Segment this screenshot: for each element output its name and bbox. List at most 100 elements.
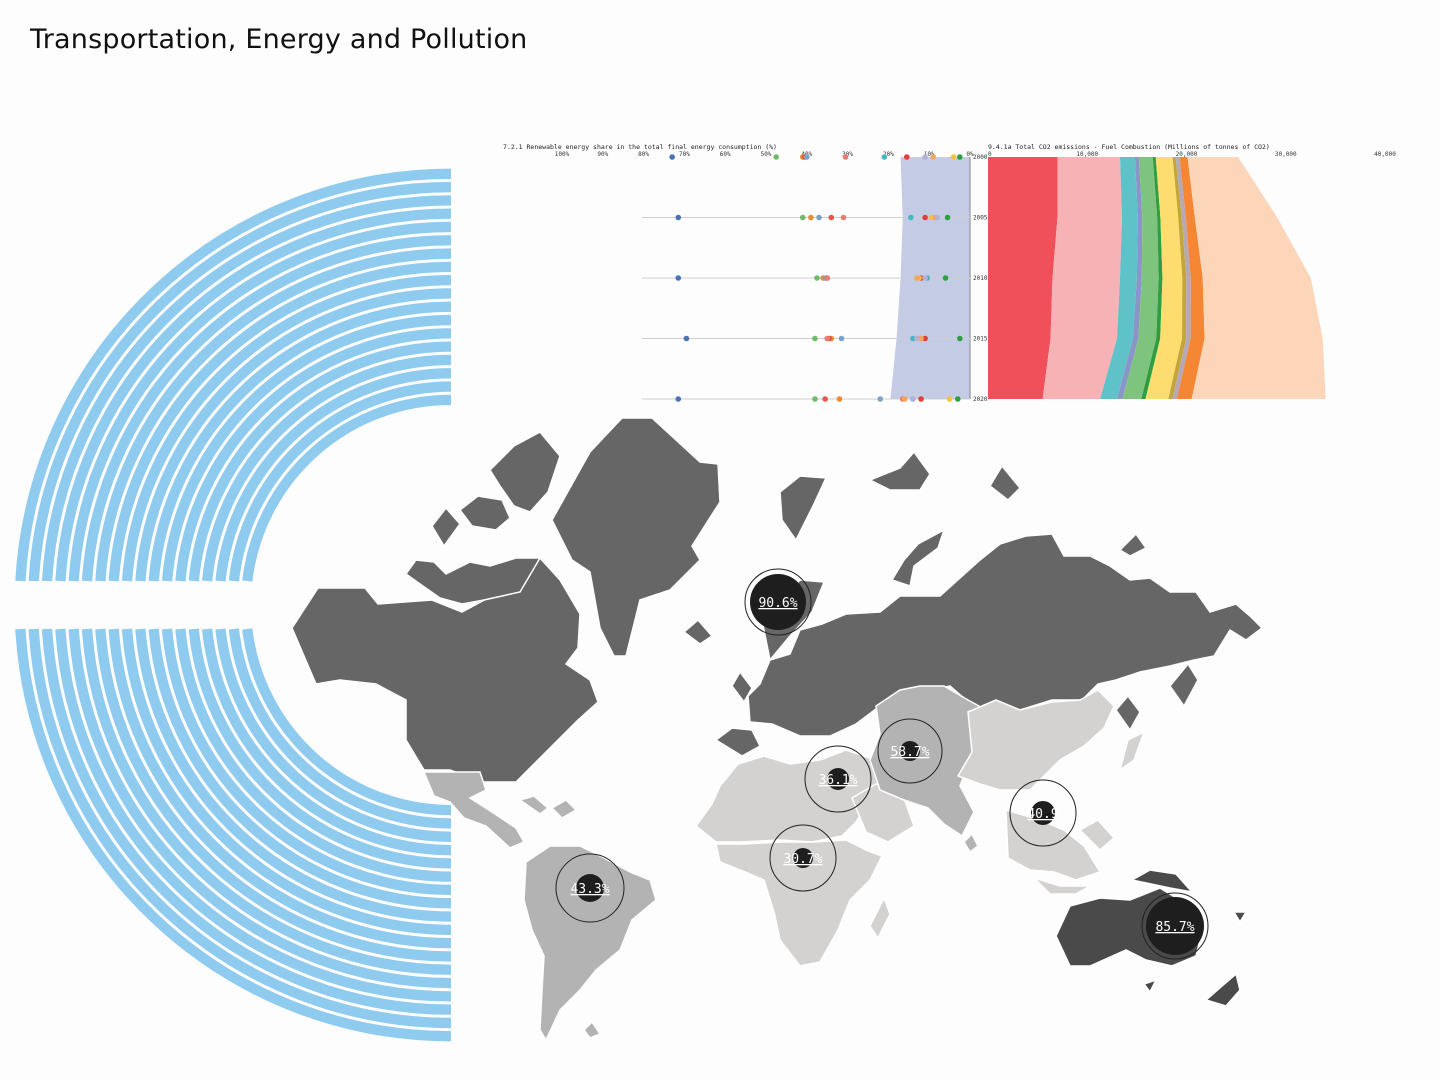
renewable-point[interactable] bbox=[934, 214, 941, 221]
map-region-europe-north-america[interactable] bbox=[291, 417, 1264, 783]
map-shape-se-asia[interactable] bbox=[1005, 808, 1102, 881]
map-region-latin-america[interactable] bbox=[422, 771, 657, 1042]
renewable-point[interactable] bbox=[675, 275, 682, 281]
map-shape-sub-saharan-africa[interactable] bbox=[715, 839, 884, 967]
renewable-point[interactable] bbox=[922, 214, 928, 221]
co2-area-band[interactable] bbox=[1141, 157, 1163, 399]
renewable-point[interactable] bbox=[669, 154, 675, 160]
map-shape-arctic-1[interactable] bbox=[431, 506, 461, 548]
renewable-point[interactable] bbox=[910, 396, 916, 402]
renewable-point[interactable] bbox=[799, 214, 806, 221]
map-marker-sub-saharan-africa[interactable]: 30.7% bbox=[769, 824, 837, 892]
renewable-point[interactable] bbox=[838, 335, 845, 342]
renewable-point[interactable] bbox=[944, 214, 951, 221]
map-shape-arctic-3[interactable] bbox=[489, 431, 561, 513]
renewable-point[interactable] bbox=[922, 154, 928, 160]
renewable-point[interactable] bbox=[946, 396, 953, 402]
renewable-point[interactable] bbox=[881, 154, 888, 160]
co2-area-band[interactable] bbox=[1187, 157, 1326, 399]
renewable-point[interactable] bbox=[928, 214, 935, 221]
map-shape-kamchatka[interactable] bbox=[1169, 662, 1199, 708]
co2-area-band[interactable] bbox=[1176, 157, 1205, 399]
map-shape-japan-north[interactable] bbox=[1115, 694, 1141, 732]
renewable-point[interactable] bbox=[922, 335, 928, 342]
map-shape-pacific-island[interactable] bbox=[1232, 911, 1248, 924]
map-marker-central-south-asia[interactable]: 58.7% bbox=[877, 718, 943, 784]
map-shape-new-zealand[interactable] bbox=[1204, 972, 1241, 1007]
map-shape-tasmania[interactable] bbox=[1142, 978, 1158, 994]
renewable-point[interactable] bbox=[683, 335, 690, 342]
map-shape-mexico[interactable] bbox=[422, 771, 526, 849]
renewable-point[interactable] bbox=[816, 214, 822, 221]
map-shape-uk[interactable] bbox=[682, 618, 714, 645]
renewable-point[interactable] bbox=[812, 396, 818, 402]
renewable-point[interactable] bbox=[828, 214, 835, 221]
renewable-point[interactable] bbox=[957, 154, 963, 160]
map-shape-indonesia[interactable] bbox=[1033, 877, 1093, 895]
renewable-point[interactable] bbox=[773, 154, 779, 160]
renewable-point[interactable] bbox=[908, 214, 914, 221]
map-shape-iberia[interactable] bbox=[714, 727, 761, 757]
map-shape-arctic-russia-4[interactable] bbox=[1118, 532, 1148, 557]
renewable-point[interactable] bbox=[910, 335, 916, 342]
renewable-point[interactable] bbox=[822, 396, 828, 402]
co2-area-band[interactable] bbox=[1042, 157, 1122, 399]
map-region-asia[interactable] bbox=[869, 685, 999, 854]
map-shape-arctic-2[interactable] bbox=[458, 495, 511, 531]
renewable-point[interactable] bbox=[957, 335, 963, 342]
map-shape-caribbean-2[interactable] bbox=[550, 799, 578, 819]
renewable-point[interactable] bbox=[903, 154, 910, 160]
map-shape-greenland[interactable] bbox=[551, 417, 721, 657]
renewable-point[interactable] bbox=[922, 275, 928, 281]
map-shape-tierra-del-fuego[interactable] bbox=[583, 1020, 602, 1039]
map-marker-latin-america[interactable]: 43.3% bbox=[555, 853, 625, 923]
map-shape-madagascar[interactable] bbox=[869, 896, 891, 940]
renewable-point[interactable] bbox=[842, 154, 849, 160]
renewable-point[interactable] bbox=[918, 335, 924, 342]
map-marker-europe-north-america[interactable]: 90.6% bbox=[744, 568, 812, 636]
renewable-point[interactable] bbox=[812, 335, 818, 342]
renewable-point[interactable] bbox=[914, 335, 920, 342]
map-shape-arctic-russia-2[interactable] bbox=[989, 464, 1022, 501]
renewable-point[interactable] bbox=[942, 275, 949, 281]
map-shape-japan[interactable] bbox=[1118, 730, 1146, 772]
renewable-point[interactable] bbox=[918, 396, 924, 402]
renewable-point[interactable] bbox=[840, 214, 847, 221]
map-marker-oceania[interactable]: 85.7% bbox=[1141, 892, 1209, 960]
map-marker-north-africa-west-asia[interactable]: 36.1% bbox=[804, 745, 872, 813]
renewable-point[interactable] bbox=[824, 335, 830, 342]
map-shape-svalbard[interactable] bbox=[779, 475, 828, 542]
map-shape-papua[interactable] bbox=[1129, 869, 1195, 894]
renewable-point[interactable] bbox=[950, 154, 957, 160]
renewable-point[interactable] bbox=[914, 275, 920, 281]
renewable-point[interactable] bbox=[901, 396, 908, 402]
co2-area-band[interactable] bbox=[1100, 157, 1138, 399]
renewable-point[interactable] bbox=[804, 154, 810, 160]
co2-area-band[interactable] bbox=[1122, 157, 1159, 399]
co2-area-band[interactable] bbox=[1145, 157, 1183, 399]
map-shape-north-america[interactable] bbox=[291, 556, 599, 783]
map-shape-sri-lanka[interactable] bbox=[963, 832, 979, 854]
renewable-point[interactable] bbox=[930, 154, 937, 160]
renewable-point[interactable] bbox=[808, 214, 814, 221]
renewable-point[interactable] bbox=[814, 275, 820, 281]
map-shape-arctic-russia-3[interactable] bbox=[890, 528, 946, 587]
renewable-point[interactable] bbox=[675, 214, 682, 221]
renewable-point[interactable] bbox=[954, 396, 961, 402]
co2-area-band[interactable] bbox=[988, 157, 1058, 399]
map-shape-philippines[interactable] bbox=[1078, 819, 1116, 852]
renewable-point[interactable] bbox=[877, 396, 884, 402]
co2-area-band[interactable] bbox=[1168, 157, 1187, 399]
map-shape-china[interactable] bbox=[956, 689, 1115, 791]
co2-area-band[interactable] bbox=[1117, 157, 1143, 399]
renewable-point[interactable] bbox=[675, 396, 682, 402]
map-region-east-asia[interactable] bbox=[956, 689, 1146, 895]
map-shape-italy[interactable] bbox=[731, 670, 753, 704]
renewable-point[interactable] bbox=[836, 396, 843, 402]
map-shape-caribbean[interactable] bbox=[518, 795, 550, 815]
map-shape-canada-islands[interactable] bbox=[404, 557, 542, 605]
map-marker-east-southeast-asia[interactable]: 40.9 bbox=[1009, 779, 1077, 847]
co2-area-band[interactable] bbox=[1172, 157, 1191, 399]
renewable-point[interactable] bbox=[824, 275, 830, 281]
map-shape-arctic-russia-1[interactable] bbox=[868, 450, 931, 491]
